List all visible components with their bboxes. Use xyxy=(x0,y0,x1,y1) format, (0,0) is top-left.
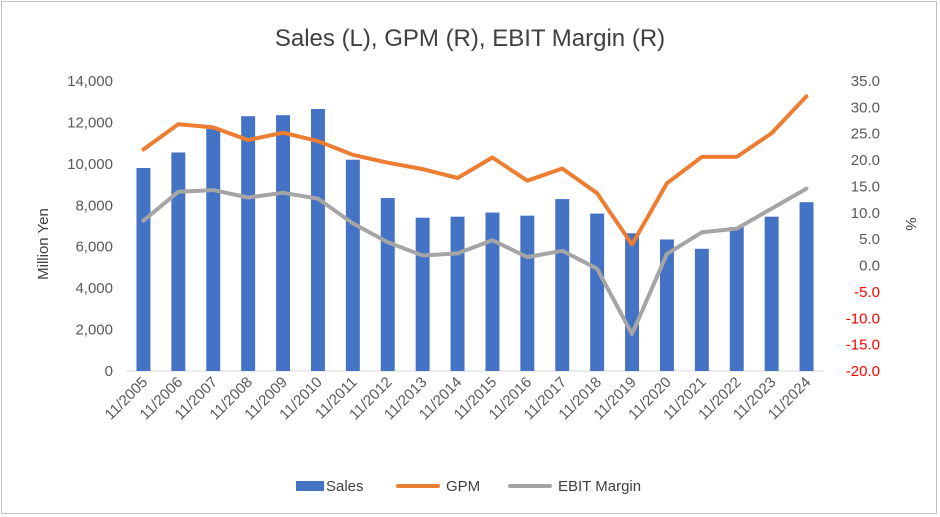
sales-bar xyxy=(450,216,465,371)
sales-bar xyxy=(694,248,709,371)
sales-bar xyxy=(520,215,535,371)
legend-label: Sales xyxy=(326,478,364,495)
left-tick-label: 6,000 xyxy=(75,239,113,256)
legend-swatch xyxy=(296,481,324,491)
left-axis-title: Million Yen xyxy=(35,208,52,280)
gpm-line xyxy=(141,94,809,247)
sales-bar xyxy=(764,216,779,371)
sales-bar xyxy=(136,168,151,371)
sales-bar xyxy=(625,233,640,371)
right-tick-label: -15.0 xyxy=(846,337,880,354)
legend-item-gpm: GPM xyxy=(396,478,480,495)
right-tick-label: 20.0 xyxy=(851,152,880,169)
right-tick-label: -10.0 xyxy=(846,310,880,327)
left-tick-label: 12,000 xyxy=(67,114,113,131)
sales-bar xyxy=(659,239,674,371)
sales-bar xyxy=(310,108,325,371)
right-tick-label: 35.0 xyxy=(851,73,880,90)
right-tick-label: 25.0 xyxy=(851,126,880,143)
legend-item-sales: Sales xyxy=(296,478,364,495)
sales-bar xyxy=(729,227,744,371)
ebit-margin-line xyxy=(141,186,809,337)
sales-bar xyxy=(276,115,291,371)
left-tick-label: 0 xyxy=(105,363,113,380)
right-axis-ticks: -20.0 -15.0 -10.0 -5.0 0.0 5.0 10.0 15.0 20.0 25.… xyxy=(846,73,880,380)
right-tick-label: -5.0 xyxy=(854,284,880,301)
chart-title: Sales (L), GPM (R), EBIT Margin (R) xyxy=(275,25,665,52)
legend: Sales GPM EBIT Margin xyxy=(296,478,641,495)
right-tick-label: 30.0 xyxy=(851,99,880,116)
legend-item-ebit-margin: EBIT Margin xyxy=(508,478,641,495)
right-tick-label: 10.0 xyxy=(851,205,880,222)
sales-bar xyxy=(171,152,186,371)
x-axis-ticks: 11/200511/200611/200711/200811/200911/20… xyxy=(102,374,815,424)
right-tick-label: 5.0 xyxy=(859,231,880,248)
right-tick-label: 0.0 xyxy=(859,258,880,275)
sales-bar xyxy=(799,202,814,371)
left-tick-label: 8,000 xyxy=(75,197,113,214)
left-tick-label: 14,000 xyxy=(67,73,113,90)
left-axis-ticks: 0 2,000 4,000 6,000 8,000 10,000 12,000 14,000 xyxy=(67,73,113,380)
sales-bar xyxy=(380,198,395,371)
margin-lines xyxy=(141,94,809,337)
sales-bar xyxy=(590,213,605,371)
left-tick-label: 4,000 xyxy=(75,280,113,297)
legend-label: EBIT Margin xyxy=(558,478,641,495)
sales-bar xyxy=(485,212,500,371)
right-tick-label: 15.0 xyxy=(851,178,880,195)
sales-bar xyxy=(415,217,430,371)
sales-bar xyxy=(206,128,221,371)
left-tick-label: 2,000 xyxy=(75,322,113,339)
sales-bar xyxy=(555,199,570,371)
right-axis-title: % xyxy=(902,217,919,230)
left-tick-label: 10,000 xyxy=(67,156,113,173)
legend-label: GPM xyxy=(446,478,480,495)
right-tick-label: -20.0 xyxy=(846,363,880,380)
sales-bar xyxy=(345,159,360,371)
sales-bar xyxy=(241,116,256,371)
sales-bars xyxy=(136,108,814,371)
